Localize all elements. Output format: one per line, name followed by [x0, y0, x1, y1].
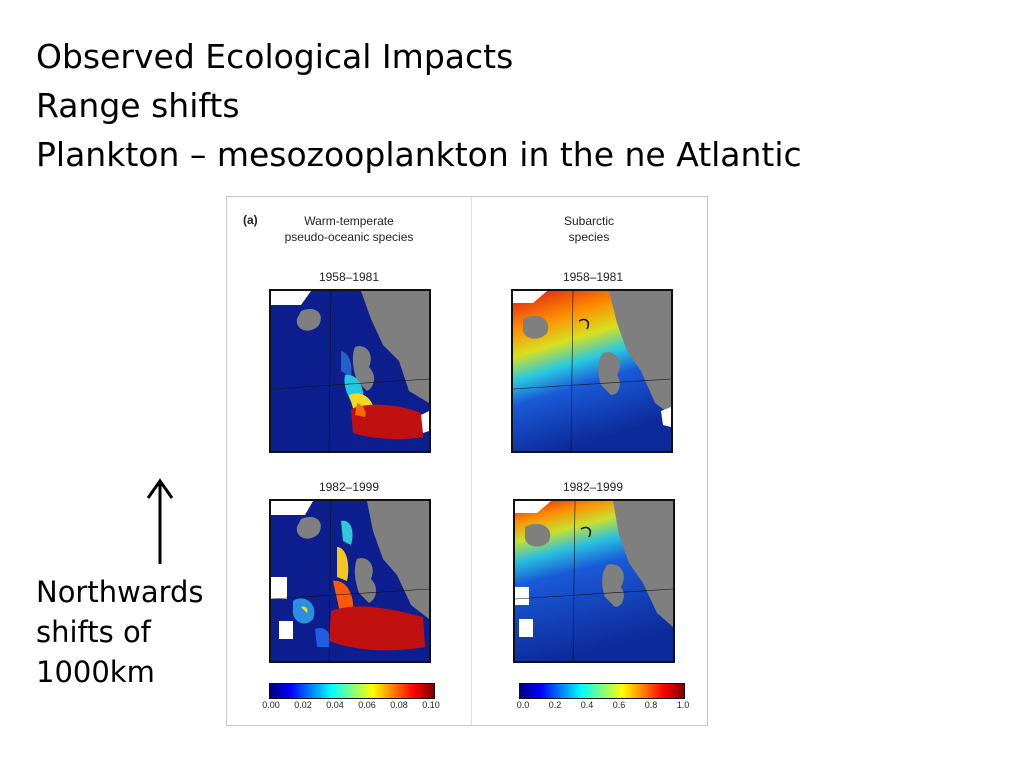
- left-tick: 0.10: [422, 700, 440, 710]
- map-warm-temperate-1982-1999: [269, 499, 431, 663]
- left-heading-line-2: pseudo-oceanic species: [284, 230, 414, 244]
- left-column-heading: Warm-temperate pseudo-oceanic species: [249, 213, 449, 245]
- left-tick: 0.00: [262, 700, 280, 710]
- right-tick: 0.0: [516, 700, 530, 710]
- left-tick: 0.02: [294, 700, 312, 710]
- northwards-shift-note: Northwards shifts of 1000km: [36, 572, 204, 692]
- map-warm-temperate-1958-1981: [269, 289, 431, 453]
- left-heading-line-1: Warm-temperate: [304, 214, 394, 228]
- map-subarctic-1958-1981: [511, 289, 673, 453]
- left-colorbar: [269, 683, 435, 699]
- left-colorbar-ticks: 0.00 0.02 0.04 0.06 0.08 0.10: [261, 700, 441, 714]
- title-line-2: Range shifts: [36, 86, 240, 125]
- figure-divider: [471, 197, 472, 725]
- title-line-3: Plankton – mesozooplankton in the ne Atl…: [36, 135, 802, 174]
- map-subarctic-1982-1999: [513, 499, 675, 663]
- right-colorbar-ticks: 0.0 0.2 0.4 0.6 0.8 1.0: [511, 700, 691, 714]
- year-label-left-top: 1958–1981: [318, 270, 380, 284]
- slide-title: Observed Ecological Impacts Range shifts…: [36, 32, 802, 179]
- right-heading-line-2: species: [568, 230, 610, 244]
- left-tick: 0.08: [390, 700, 408, 710]
- left-tick: 0.04: [326, 700, 344, 710]
- right-tick: 1.0: [676, 700, 690, 710]
- title-line-1: Observed Ecological Impacts: [36, 37, 514, 76]
- left-tick: 0.06: [358, 700, 376, 710]
- right-column-heading: Subarctic species: [489, 213, 689, 245]
- right-tick: 0.8: [644, 700, 658, 710]
- right-tick: 0.6: [612, 700, 626, 710]
- right-tick: 0.4: [580, 700, 594, 710]
- plankton-distribution-figure: (a) Warm-temperate pseudo-oceanic specie…: [226, 196, 708, 726]
- note-line-3: 1000km: [36, 655, 155, 689]
- year-label-right-bottom: 1982–1999: [562, 480, 624, 494]
- right-heading-line-1: Subarctic: [563, 214, 615, 228]
- right-colorbar: [519, 683, 685, 699]
- up-arrow-icon: [146, 478, 174, 566]
- note-line-2: shifts of: [36, 615, 151, 649]
- panel-letter: (a): [243, 213, 258, 227]
- year-label-right-top: 1958–1981: [562, 270, 624, 284]
- note-line-1: Northwards: [36, 575, 204, 609]
- year-label-left-bottom: 1982–1999: [318, 480, 380, 494]
- right-tick: 0.2: [548, 700, 562, 710]
